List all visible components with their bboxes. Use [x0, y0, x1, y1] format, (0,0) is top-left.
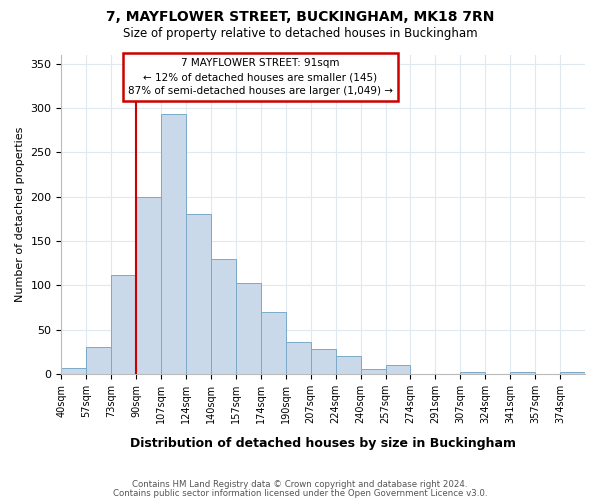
Bar [335, 356, 361, 374]
Bar [460, 372, 485, 374]
Bar [386, 365, 410, 374]
Bar [61, 368, 86, 374]
Text: Contains HM Land Registry data © Crown copyright and database right 2024.: Contains HM Land Registry data © Crown c… [132, 480, 468, 489]
Bar [261, 312, 286, 374]
Bar [136, 196, 161, 374]
Bar [286, 342, 311, 374]
Bar [211, 258, 236, 374]
Bar [236, 282, 261, 374]
Bar [361, 368, 386, 374]
Text: 7, MAYFLOWER STREET, BUCKINGHAM, MK18 7RN: 7, MAYFLOWER STREET, BUCKINGHAM, MK18 7R… [106, 10, 494, 24]
X-axis label: Distribution of detached houses by size in Buckingham: Distribution of detached houses by size … [130, 437, 516, 450]
Bar [560, 372, 585, 374]
Bar [86, 348, 111, 374]
Bar [161, 114, 186, 374]
Bar [111, 274, 136, 374]
Text: 7 MAYFLOWER STREET: 91sqm
← 12% of detached houses are smaller (145)
87% of semi: 7 MAYFLOWER STREET: 91sqm ← 12% of detac… [128, 58, 393, 96]
Y-axis label: Number of detached properties: Number of detached properties [15, 127, 25, 302]
Text: Size of property relative to detached houses in Buckingham: Size of property relative to detached ho… [122, 28, 478, 40]
Bar [510, 372, 535, 374]
Text: Contains public sector information licensed under the Open Government Licence v3: Contains public sector information licen… [113, 488, 487, 498]
Bar [186, 214, 211, 374]
Bar [311, 349, 335, 374]
